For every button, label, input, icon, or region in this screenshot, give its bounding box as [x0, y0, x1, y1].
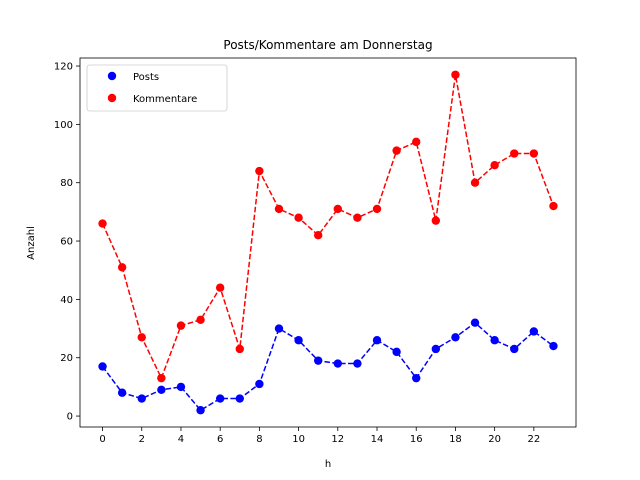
legend-marker-kommentare — [107, 93, 117, 103]
data-point-posts — [372, 336, 382, 345]
data-point-posts — [215, 394, 225, 403]
data-point-kommentare — [274, 204, 284, 214]
x-tick-label: 16 — [410, 434, 423, 445]
data-point-kommentare — [490, 160, 499, 170]
data-point-kommentare — [294, 213, 303, 222]
data-point-kommentare — [470, 178, 480, 187]
data-point-posts — [255, 379, 264, 389]
data-point-posts — [431, 344, 441, 354]
y-tick-label: 80 — [60, 178, 73, 189]
x-tick-label: 12 — [331, 434, 344, 445]
data-point-posts — [470, 318, 480, 327]
x-axis-label: h — [325, 459, 331, 470]
x-tick-label: 6 — [217, 434, 223, 445]
data-point-kommentare — [255, 166, 264, 176]
data-point-kommentare — [215, 283, 225, 292]
data-point-kommentare — [510, 149, 519, 158]
data-point-posts — [353, 359, 362, 368]
y-tick-label: 0 — [67, 412, 73, 423]
data-point-posts — [176, 382, 186, 392]
y-tick-label: 20 — [60, 353, 73, 364]
x-tick-label: 14 — [371, 434, 384, 445]
x-tick-label: 18 — [449, 434, 462, 445]
data-point-kommentare — [176, 321, 186, 330]
data-point-posts — [549, 341, 558, 351]
legend: Posts Kommentare — [86, 64, 228, 112]
series-line-kommentare — [101, 74, 555, 381]
data-point-posts — [392, 347, 401, 357]
data-point-kommentare — [137, 333, 146, 342]
data-point-kommentare — [157, 373, 166, 383]
data-point-posts — [157, 385, 166, 395]
chart-title: Posts/Kommentare am Donnerstag — [223, 38, 432, 52]
data-point-kommentare — [353, 213, 362, 222]
data-point-kommentare — [196, 315, 205, 325]
data-point-kommentare — [372, 204, 382, 214]
data-point-kommentare — [431, 216, 441, 225]
data-point-posts — [98, 362, 107, 371]
data-point-posts — [235, 394, 244, 403]
data-point-kommentare — [451, 70, 460, 79]
data-point-kommentare — [333, 204, 343, 214]
data-point-posts — [490, 336, 499, 345]
x-tick-label: 20 — [488, 434, 501, 445]
y-tick-label: 100 — [54, 120, 73, 131]
data-point-kommentare — [235, 344, 244, 354]
data-point-kommentare — [529, 149, 539, 158]
data-point-posts — [313, 356, 323, 365]
data-point-kommentare — [98, 219, 107, 228]
axes-frame — [79, 57, 577, 428]
data-point-posts — [333, 359, 343, 368]
y-tick-label: 60 — [60, 237, 73, 248]
legend-frame — [86, 64, 228, 112]
plot-area: 0 2 4 6 8 10 12 14 16 18 20 22 0 20 40 60 80 100 120 Posts K… — [54, 57, 577, 445]
y-axis-label: Anzahl — [26, 226, 37, 260]
data-point-kommentare — [313, 231, 323, 240]
x-tick-label: 4 — [178, 434, 184, 445]
data-point-posts — [451, 333, 460, 342]
data-point-posts — [274, 324, 284, 333]
x-tick-label: 8 — [256, 434, 262, 445]
data-point-posts — [510, 344, 519, 354]
y-tick-label: 120 — [54, 62, 73, 73]
data-point-posts — [137, 394, 146, 403]
x-tick-label: 0 — [99, 434, 105, 445]
y-tick-label: 40 — [60, 295, 73, 306]
x-tick-label: 2 — [139, 434, 145, 445]
x-tick-label: 10 — [292, 434, 305, 445]
data-point-posts — [412, 373, 421, 383]
data-point-kommentare — [412, 137, 421, 147]
data-point-posts — [294, 336, 303, 345]
data-point-posts — [196, 406, 205, 415]
data-point-posts — [529, 327, 539, 336]
x-tick-label: 22 — [527, 434, 540, 445]
data-point-kommentare — [117, 263, 127, 272]
data-point-posts — [117, 388, 127, 397]
legend-label-posts: Posts — [133, 72, 159, 83]
legend-marker-posts — [107, 71, 117, 81]
data-point-kommentare — [549, 201, 558, 211]
legend-label-kommentare: Kommentare — [133, 94, 197, 105]
data-point-kommentare — [392, 146, 401, 155]
